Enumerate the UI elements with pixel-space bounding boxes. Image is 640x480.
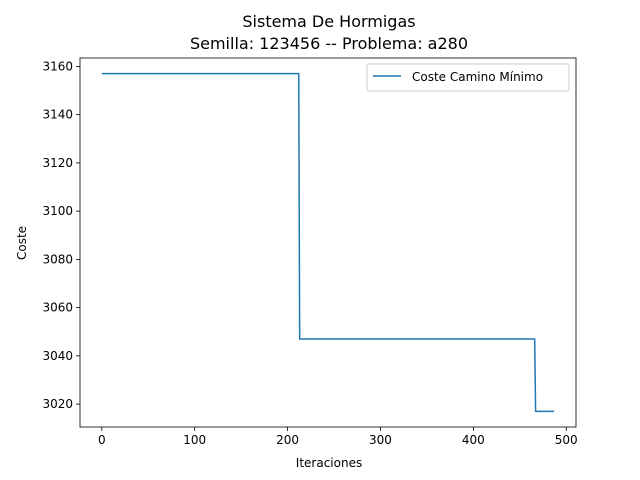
series-line-0 bbox=[101, 72, 555, 413]
plot-area: 0 100 200 300 400 500 3020 3040 3060 3080 3100 3120… bbox=[42, 57, 578, 447]
y-tick-label: 3080 bbox=[42, 252, 73, 266]
y-tick-label: 3140 bbox=[42, 108, 73, 122]
legend: Coste Camino Mínimo bbox=[366, 63, 570, 92]
legend-frame bbox=[366, 63, 570, 92]
y-tick-label: 3120 bbox=[42, 156, 73, 170]
axes-frame bbox=[79, 57, 577, 428]
x-tick-label: 300 bbox=[369, 433, 392, 447]
chart-title-line2: Semilla: 123456 -- Problema: a280 bbox=[190, 34, 468, 53]
y-tick-label: 3020 bbox=[42, 397, 73, 411]
y-axis-label: Coste bbox=[15, 226, 29, 260]
y-tick-label: 3160 bbox=[42, 59, 73, 73]
y-tick-label: 3040 bbox=[42, 349, 73, 363]
y-tick-label: 3060 bbox=[42, 301, 73, 315]
x-tick-label: 0 bbox=[98, 433, 106, 447]
y-tick-label: 3100 bbox=[42, 204, 73, 218]
x-axis-label: Iteraciones bbox=[296, 456, 362, 470]
x-tick-label: 400 bbox=[462, 433, 485, 447]
legend-label: Coste Camino Mínimo bbox=[412, 70, 543, 84]
chart-title-line1: Sistema De Hormigas bbox=[242, 12, 415, 31]
x-tick-label: 100 bbox=[183, 433, 206, 447]
x-tick-label: 200 bbox=[276, 433, 299, 447]
x-tick-label: 500 bbox=[555, 433, 578, 447]
